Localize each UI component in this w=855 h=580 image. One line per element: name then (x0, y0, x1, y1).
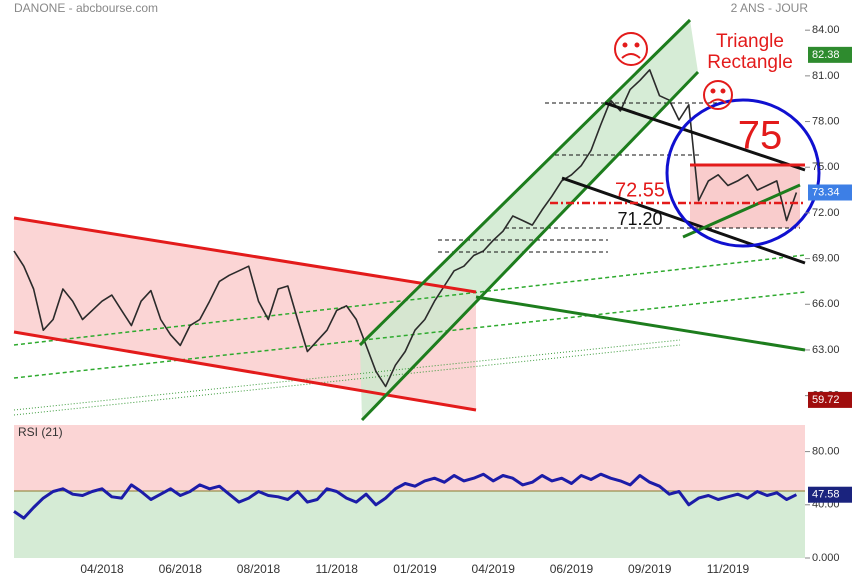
chart-subtitle: 2 ANS - JOUR (731, 1, 809, 15)
y-tick-label: 63.00 (812, 344, 840, 356)
series-line (13, 69, 798, 388)
sad-face (614, 32, 648, 66)
y-tick-label: 84.00 (812, 24, 840, 36)
dotted-trend (13, 339, 681, 411)
up-channel-zone (360, 20, 698, 420)
annotation: Rectangle (707, 52, 793, 73)
x-tick-label: 04/2019 (472, 562, 516, 576)
y-tick-label: 80.00 (812, 446, 840, 458)
y-tick-label: 78.00 (812, 115, 840, 127)
channel-line (13, 216, 477, 294)
annotation: 71.20 (617, 209, 662, 229)
x-tick-label: 01/2019 (393, 562, 437, 576)
channel-line (13, 330, 477, 412)
price-tag-label: 73.34 (812, 186, 840, 198)
y-tick-label: 69.00 (812, 252, 840, 264)
x-tick-label: 09/2019 (628, 562, 672, 576)
trend-line (475, 295, 806, 352)
price-tag (808, 391, 852, 408)
channel-line (358, 18, 692, 347)
triangle-line (682, 183, 801, 239)
chart-title: DANONE - abcbourse.com (14, 1, 158, 15)
x-tick-label: 04/2018 (80, 562, 124, 576)
price-tag (808, 486, 852, 503)
sad-face (703, 80, 733, 110)
channel-line (360, 70, 700, 422)
x-tick-label: 11/2018 (315, 562, 358, 576)
annotation: Triangle (716, 31, 784, 52)
rsi-upper-zone (14, 425, 805, 491)
dotted-trend (13, 344, 681, 416)
x-tick-label: 06/2019 (550, 562, 594, 576)
y-tick-label: 66.00 (812, 298, 840, 310)
series-line (13, 472, 798, 520)
rectangle-zone (690, 165, 800, 228)
x-tick-label: 11/2019 (707, 562, 750, 576)
price-tag-label: 82.38 (812, 49, 840, 61)
y-tick-label: 81.00 (812, 70, 840, 82)
triangle-line (604, 101, 806, 172)
price-series (13, 69, 798, 388)
price-tag-label: 59.72 (812, 394, 840, 406)
annotation: 75 (738, 114, 783, 158)
annotation: 72.55 (615, 179, 665, 201)
price-tag (808, 184, 852, 201)
x-tick-label: 08/2018 (237, 562, 281, 576)
price-tag (808, 46, 852, 63)
rsi-lower-zone (14, 491, 805, 558)
y-tick-label: 72.00 (812, 207, 840, 219)
panel-title: RSI (21) (18, 425, 63, 439)
price-tag-label: 47.58 (812, 489, 840, 501)
y-tick-label: 75.00 (812, 161, 840, 173)
highlight-ellipse (665, 98, 821, 248)
x-tick-label: 06/2018 (159, 562, 203, 576)
y-tick-label: 0.000 (812, 552, 840, 564)
